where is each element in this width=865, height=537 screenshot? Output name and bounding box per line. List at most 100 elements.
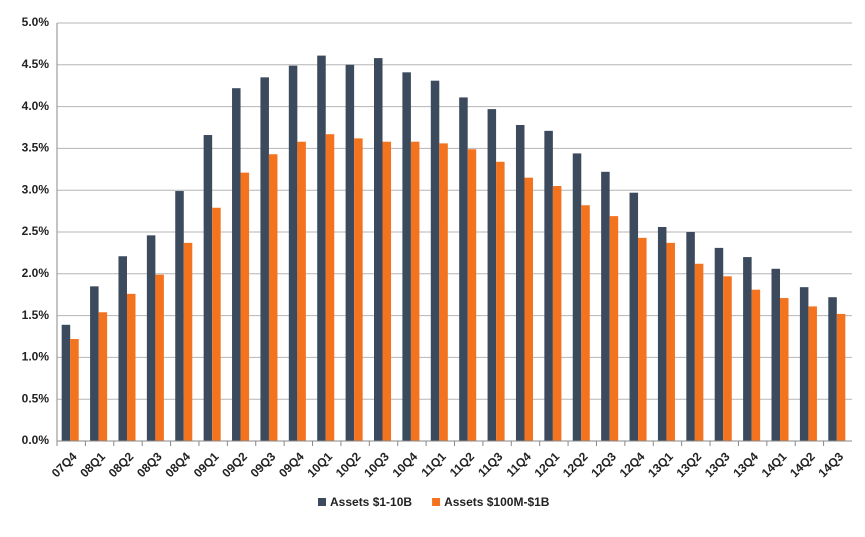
bar: [317, 55, 326, 441]
x-tick-label: 13Q3: [702, 449, 733, 480]
bar: [402, 72, 411, 441]
bar: [601, 171, 610, 442]
x-tick-label: 12Q4: [617, 449, 648, 480]
y-tick-label: 5.0%: [22, 15, 50, 29]
x-tick-label: 14Q2: [787, 449, 818, 480]
x-tick-label: 10Q1: [304, 449, 335, 480]
bar: [325, 134, 335, 442]
x-tick-label: 11Q2: [447, 449, 477, 479]
x-tick-label: 11Q1: [418, 449, 448, 479]
x-tick-label: 11Q3: [475, 449, 505, 479]
bar: [146, 235, 156, 441]
bar: [799, 287, 809, 441]
bar: [714, 247, 724, 441]
bar: [808, 306, 817, 441]
bar: [90, 286, 99, 441]
bar: [629, 192, 639, 441]
bar: [666, 242, 675, 441]
bar: [439, 143, 448, 441]
bar: [544, 130, 553, 441]
bar: [572, 153, 582, 441]
bar: [345, 64, 355, 442]
y-tick-label: 4.0%: [22, 99, 50, 113]
x-tick-label: 12Q1: [532, 449, 563, 480]
y-tick-label: 2.5%: [22, 224, 50, 238]
y-tick-label: 2.0%: [22, 266, 50, 280]
x-tick-label: 13Q4: [730, 449, 761, 480]
bar: [638, 237, 647, 441]
legend-swatch: [318, 498, 326, 506]
x-tick-label: 12Q3: [588, 449, 619, 480]
bar: [430, 80, 440, 442]
x-tick-label: 08Q4: [162, 449, 193, 480]
bar: [723, 276, 732, 441]
bar: [382, 141, 392, 441]
x-tick-label: 09Q2: [219, 449, 250, 480]
y-tick-label: 1.0%: [22, 350, 50, 364]
legend-label: Assets $1-10B: [330, 495, 412, 509]
bar: [487, 109, 497, 441]
x-tick-label: 13Q1: [645, 449, 676, 480]
bar: [212, 207, 221, 441]
bar: [374, 58, 383, 441]
y-tick-label: 4.5%: [22, 57, 50, 71]
x-tick-label: 14Q1: [759, 449, 790, 480]
x-tick-label: 12Q2: [560, 449, 591, 480]
x-tick-label: 11Q4: [504, 449, 534, 479]
bar: [203, 135, 213, 442]
x-tick-label: 09Q4: [276, 449, 307, 480]
bar: [459, 97, 468, 442]
x-tick-label: 10Q3: [361, 449, 392, 480]
bar: [260, 77, 269, 441]
x-tick-label: 09Q1: [191, 449, 222, 480]
y-tick-label: 1.5%: [22, 308, 50, 322]
bar: [515, 124, 525, 441]
bar: [467, 149, 477, 441]
legend-label: Assets $100M-$1B: [444, 495, 550, 509]
bar: [552, 186, 562, 441]
x-tick-label: 08Q3: [134, 449, 165, 480]
bar: [828, 297, 837, 441]
bar: [288, 65, 298, 442]
bar: [780, 298, 789, 441]
bar: [297, 141, 306, 441]
bar: [609, 216, 619, 441]
bar: [183, 242, 193, 441]
x-tick-label: 08Q1: [77, 449, 108, 480]
x-tick-label: 14Q3: [816, 449, 847, 480]
y-tick-label: 3.5%: [22, 141, 50, 155]
bar: [155, 274, 164, 441]
bar: [581, 205, 590, 441]
bar: [118, 256, 127, 441]
bar: [70, 339, 79, 441]
bar: [240, 172, 250, 442]
bar: [175, 191, 184, 441]
bar: [657, 226, 667, 441]
x-tick-label: 10Q4: [390, 449, 421, 480]
bar: [751, 289, 761, 441]
y-tick-label: 3.0%: [22, 182, 50, 196]
x-tick-label: 09Q3: [248, 449, 279, 480]
bar: [410, 141, 420, 441]
bar: [524, 177, 533, 441]
bar: [694, 263, 704, 441]
bar: [232, 88, 241, 441]
bar: [836, 313, 846, 441]
bar: [268, 154, 278, 441]
y-tick-label: 0.5%: [22, 391, 50, 405]
x-tick-label: 08Q2: [106, 449, 137, 480]
bar: [686, 232, 695, 441]
x-tick-label: 10Q2: [333, 449, 364, 480]
bar: [61, 324, 71, 441]
legend-swatch: [432, 498, 441, 506]
bar: [771, 268, 781, 441]
y-tick-label: 0.0%: [22, 433, 50, 447]
x-tick-label: 13Q2: [674, 449, 705, 480]
bar: [496, 161, 505, 441]
bar: [126, 293, 136, 441]
x-tick-label: 07Q4: [49, 449, 80, 480]
bar: [98, 312, 108, 441]
bar: [743, 257, 752, 441]
bar: [354, 138, 363, 442]
